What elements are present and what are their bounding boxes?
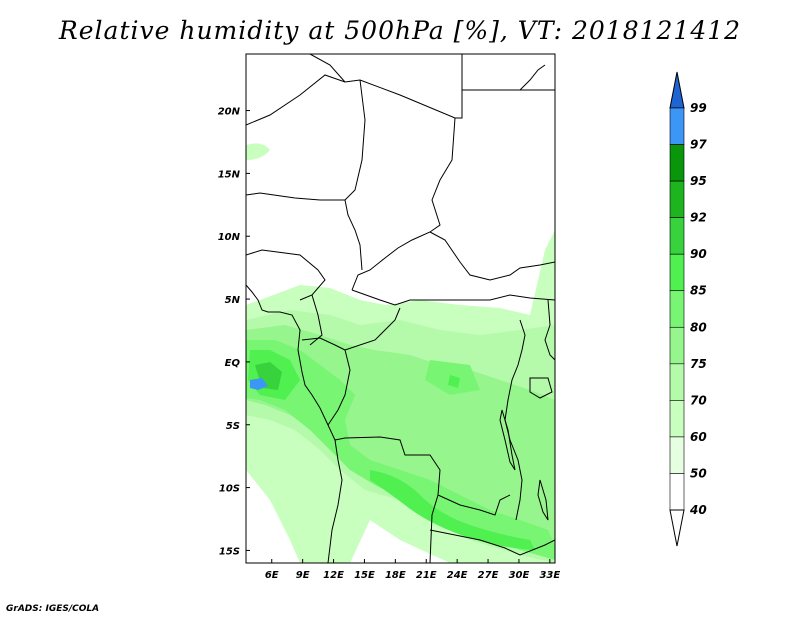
lon-tick-label: 12E	[323, 570, 344, 581]
colorbar-box	[669, 144, 685, 182]
colorbar-label: 70	[690, 393, 707, 407]
colorbar-box	[669, 107, 685, 145]
colorbar-box	[669, 473, 685, 511]
lon-tick-label: 27E	[478, 570, 499, 581]
border-cameroon	[309, 294, 323, 346]
lat-tick-label: 10N	[218, 232, 241, 243]
lon-tick-label: 21E	[416, 570, 437, 581]
colorbar-bottom-arrow	[669, 509, 685, 547]
lat-tick-label: 5S	[226, 421, 240, 432]
colorbar-box	[669, 180, 685, 218]
lon-tick-label: 30E	[509, 570, 530, 581]
lat-tick-label: 20N	[218, 107, 241, 118]
country-borders	[246, 54, 555, 563]
border-congo	[344, 307, 401, 351]
border-great-lakes	[504, 319, 526, 521]
rh-region-80	[246, 340, 555, 560]
colorbar-label: 92	[690, 211, 707, 225]
coastline-northeast	[519, 64, 546, 91]
colorbar-box	[669, 217, 685, 255]
colorbar-box	[669, 436, 685, 474]
lon-tick-label: 9E	[296, 570, 310, 581]
lake-tanganyika	[499, 409, 516, 471]
lat-tick-label: 15S	[219, 546, 240, 557]
border-drc-south	[437, 494, 511, 516]
colorbar-label: 85	[690, 284, 707, 298]
plot-frame	[245, 53, 556, 564]
lake-malawi	[537, 479, 549, 521]
rh-patch-60	[246, 143, 270, 160]
lat-tick-label: EQ	[225, 358, 241, 369]
rh-patch-85b	[448, 375, 460, 388]
colorbar-label: 97	[690, 138, 707, 152]
grads-credit: GrADS: IGES/COLA	[6, 604, 100, 614]
colorbar-label: 75	[690, 357, 707, 371]
coastline-west	[246, 284, 343, 563]
longitude-axis: 6E 9E 12E 15E 18E 21E 24E 27E 30E 33E	[265, 559, 560, 581]
latitude-axis: 20N 15N 10N 5N EQ 5S 10S 15S	[218, 107, 250, 557]
colorbar-box	[669, 400, 685, 438]
border-north-1	[246, 54, 463, 126]
colorbar-box	[669, 326, 685, 365]
lat-tick-label: 10S	[219, 484, 240, 495]
lon-tick-label: 15E	[354, 570, 375, 581]
colorbar-label: 40	[689, 503, 707, 517]
border-lake-chad	[344, 199, 363, 271]
colorbar-box	[669, 363, 685, 401]
lon-tick-label: 6E	[265, 570, 279, 581]
humidity-fields	[246, 54, 555, 563]
border-gabon	[301, 337, 351, 426]
map-title: Relative humidity at 500hPa [%], VT: 201…	[58, 16, 742, 45]
border-car-north	[429, 231, 555, 281]
colorbar-label: 95	[690, 174, 707, 188]
lake-victoria	[529, 377, 553, 399]
colorbar: 99 97 95 92 90 85 80 75 70 60 50 40	[669, 71, 707, 547]
border-angola-zambia	[429, 529, 555, 556]
rh-region-97	[250, 378, 268, 390]
colorbar-label: 90	[690, 247, 707, 261]
colorbar-top-arrow	[669, 71, 685, 109]
lon-tick-label: 24E	[447, 570, 468, 581]
colorbar-box	[669, 290, 685, 328]
border-north-2	[309, 54, 346, 83]
colorbar-label: 60	[690, 430, 707, 444]
lon-tick-label: 18E	[385, 570, 406, 581]
colorbar-box	[669, 253, 685, 292]
colorbar-label: 80	[690, 320, 707, 334]
border-drc-west	[334, 436, 441, 563]
lat-tick-label: 5N	[225, 295, 241, 306]
colorbar-label: 99	[690, 101, 707, 115]
colorbar-label: 50	[690, 466, 707, 480]
border-car-south	[351, 289, 555, 306]
lon-tick-label: 33E	[539, 570, 560, 581]
rh-patch-85	[370, 470, 535, 550]
lat-tick-label: 15N	[218, 169, 241, 180]
border-east	[544, 299, 555, 361]
border-chad-sudan	[351, 117, 456, 291]
